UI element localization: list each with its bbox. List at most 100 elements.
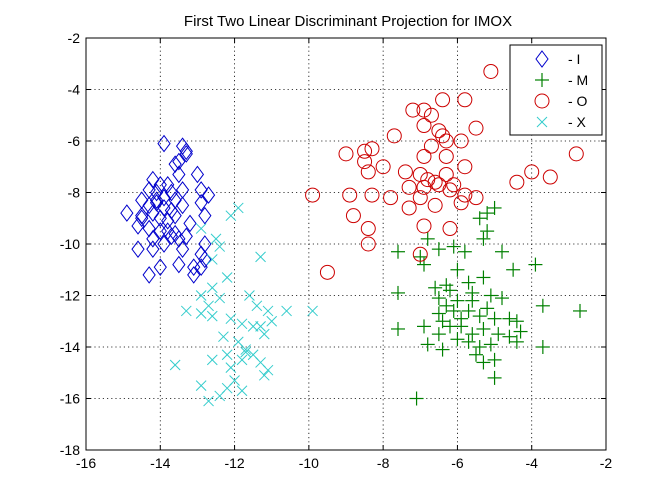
diamond-point	[201, 186, 216, 204]
x-point	[195, 223, 207, 234]
plus-point	[465, 327, 480, 342]
plus-point	[506, 262, 521, 277]
grid-lines	[86, 38, 606, 450]
plus-point	[431, 306, 446, 321]
circle-point	[453, 133, 469, 149]
circle-point	[383, 190, 399, 206]
diamond-point	[161, 175, 175, 194]
x-tick-label: -14	[150, 455, 170, 471]
diamond-point	[190, 165, 205, 184]
x-point	[206, 354, 218, 366]
circle-point	[319, 264, 335, 280]
series-diamond	[120, 134, 216, 284]
circle-point	[405, 102, 421, 118]
plus-point	[391, 244, 405, 259]
plus-point	[461, 303, 476, 318]
circle-point	[431, 123, 447, 139]
data-points	[120, 63, 587, 407]
plus-point	[480, 224, 495, 239]
x-point	[195, 290, 207, 301]
plus-point	[487, 352, 502, 367]
diamond-point	[183, 214, 197, 233]
legend-label: - O	[568, 93, 588, 109]
diamond-point	[198, 206, 212, 225]
circle-point	[423, 138, 439, 154]
x-point	[262, 364, 274, 376]
x-point	[210, 233, 222, 245]
x-tick-label: -16	[76, 455, 96, 471]
diamond-point	[179, 142, 193, 161]
plus-point	[502, 311, 517, 326]
x-tick-label: -6	[451, 455, 464, 471]
x-point	[255, 321, 266, 332]
x-point	[206, 254, 218, 265]
y-tick-label: -2	[68, 30, 81, 46]
legend-box	[509, 44, 603, 136]
plus-point	[487, 370, 502, 385]
plus-point	[439, 298, 454, 313]
y-tick-label: -10	[60, 236, 80, 252]
plus-point	[509, 314, 524, 329]
plus-point	[435, 342, 450, 357]
plus-point	[457, 244, 472, 259]
diamond-point	[157, 235, 171, 253]
y-tick-label: -8	[68, 185, 81, 201]
plus-point	[513, 324, 528, 339]
circle-point	[438, 166, 454, 182]
plus-point	[502, 329, 517, 344]
plus-point	[391, 321, 405, 336]
diamond-point	[131, 217, 145, 235]
x-point	[218, 331, 229, 343]
plus-point	[476, 321, 491, 336]
diamond-point	[161, 211, 175, 230]
x-point	[221, 272, 233, 283]
diamond-point	[175, 196, 190, 215]
circle-point	[412, 246, 428, 262]
plus-point	[446, 303, 461, 318]
circle-point	[364, 141, 380, 157]
plus-point	[476, 270, 491, 285]
circle-point	[468, 120, 484, 136]
circle-point	[360, 236, 376, 252]
x-point	[255, 251, 266, 263]
x-point	[307, 305, 318, 317]
diamond-point	[157, 188, 171, 207]
legend-label: - X	[568, 114, 587, 130]
plus-point	[535, 340, 550, 354]
diamond-point	[120, 204, 134, 222]
y-tick-label: -12	[60, 288, 80, 304]
x-tick-label: -12	[224, 455, 244, 471]
plus-point	[487, 311, 502, 326]
x-point	[225, 313, 237, 325]
circle-point	[427, 174, 443, 190]
diamond-point	[142, 266, 156, 284]
plus-point	[495, 291, 509, 306]
circle-point	[416, 148, 432, 164]
x-tick-label: -8	[377, 455, 390, 471]
x-point	[262, 305, 274, 317]
y-tick-label: -4	[68, 82, 81, 98]
x-point	[195, 380, 207, 391]
circle-point	[360, 221, 376, 237]
x-point	[214, 241, 226, 252]
circle-point	[438, 148, 454, 164]
circle-point	[453, 195, 469, 211]
circle-point	[438, 133, 454, 149]
plus-point	[573, 303, 587, 318]
circle-point	[416, 118, 432, 134]
x-tick-label: -4	[525, 455, 538, 471]
y-tick-label: -6	[68, 133, 81, 149]
plus-point	[420, 231, 435, 246]
series-x	[169, 202, 318, 407]
plus-point	[431, 327, 446, 342]
plus-point	[446, 239, 461, 254]
x-tick-label: -10	[299, 455, 319, 471]
circle-point	[345, 208, 361, 224]
y-tick-label: -14	[60, 339, 80, 355]
plus-point	[461, 275, 476, 290]
x-point	[236, 354, 248, 366]
plus-point	[476, 355, 491, 370]
diamond-point	[153, 258, 167, 277]
series-plus	[391, 200, 587, 406]
